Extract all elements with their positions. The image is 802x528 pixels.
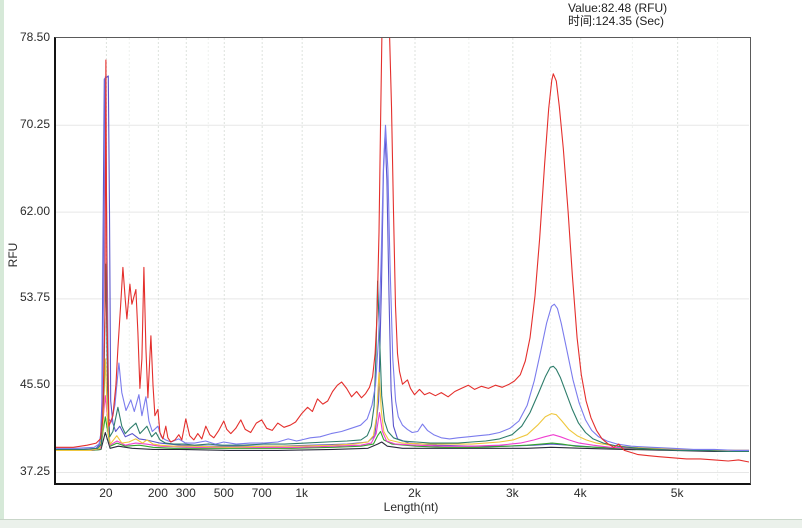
- trace-black: [56, 431, 749, 453]
- x-tick-label: 300: [175, 486, 196, 500]
- trace-blue: [56, 76, 749, 451]
- y-tick-label: 37.25: [19, 464, 50, 478]
- y-tick-label: 78.50: [19, 30, 50, 44]
- cursor-readout: Value:82.48 (RFU) 时间:124.35 (Sec): [568, 2, 667, 28]
- window-bottom-edge-strip: [0, 519, 802, 528]
- x-tick-label: 3k: [505, 486, 519, 500]
- x-tick-label: 5k: [670, 486, 684, 500]
- cursor-readout-value: Value:82.48 (RFU): [568, 1, 668, 15]
- y-tick-label: 53.75: [19, 290, 50, 305]
- x-axis-title: Length(nt): [383, 500, 439, 514]
- window-left-edge-strip: [0, 0, 4, 528]
- trace-magenta: [56, 395, 749, 451]
- x-tick-label: 1k: [295, 486, 308, 500]
- trace-green: [56, 416, 749, 451]
- cursor-readout-time: 时间:124.35 (Sec): [568, 14, 665, 28]
- trace-indigo: [56, 75, 749, 451]
- y-tick-label: 70.25: [19, 116, 50, 131]
- y-tick-label: 62.00: [19, 203, 50, 218]
- x-tick-label: 700: [251, 486, 272, 500]
- x-tick-label: 500: [213, 486, 234, 500]
- y-axis-title: RFU: [6, 242, 20, 268]
- trace-teal: [56, 263, 749, 453]
- x-tick-label: 200: [147, 486, 168, 500]
- trace-red: [56, 38, 749, 463]
- plot-area[interactable]: [54, 37, 751, 485]
- y-tick-label: 45.50: [19, 377, 50, 392]
- trace-gold: [56, 358, 749, 451]
- x-tick-label: 2k: [408, 486, 421, 500]
- traces-canvas[interactable]: [56, 38, 749, 482]
- x-tick-label: 20: [99, 486, 113, 500]
- x-tick-label: 4k: [573, 486, 587, 500]
